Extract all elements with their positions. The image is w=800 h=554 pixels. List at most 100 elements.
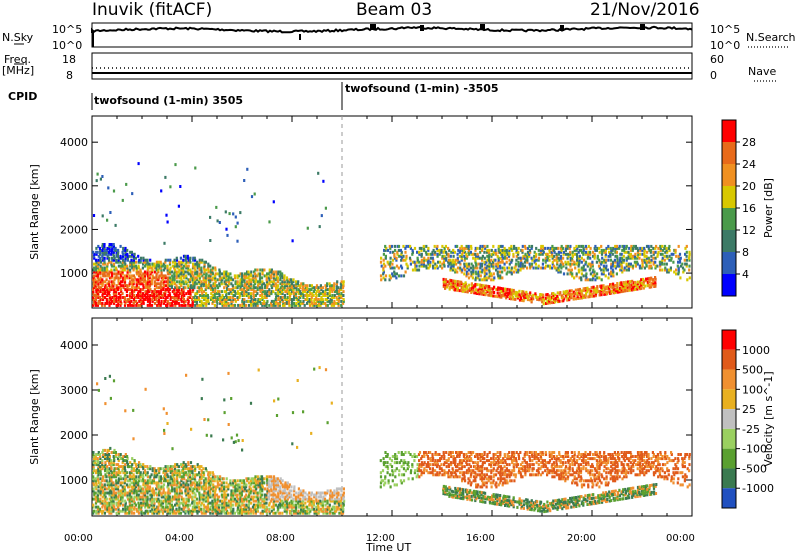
velocity-cell-452: [133, 477, 136, 481]
power-cell-2013: [420, 260, 423, 264]
power-cell-2018: [420, 246, 423, 250]
power-cell-153: [103, 246, 106, 250]
power-cell-3334: [577, 288, 580, 292]
power-cell-775: [171, 303, 174, 307]
power-cell-1621: [286, 284, 289, 288]
power-cell-1343: [245, 292, 248, 296]
velocity-cell-166: [106, 459, 109, 463]
power-cell-1178: [218, 292, 221, 296]
power-cell-1231: [225, 274, 228, 278]
velocity-cell-1052: [200, 477, 203, 481]
power-cell-2601: [573, 248, 576, 252]
velocity-cell-1051: [200, 481, 203, 485]
velocity-cell-630: [152, 479, 155, 483]
velocity-cell-524: [141, 497, 144, 501]
power-cell-2782: [616, 258, 619, 262]
power-cell-2216: [477, 272, 480, 276]
power-cell-1206: [223, 296, 226, 299]
power-cell-2491: [544, 252, 547, 256]
power-cell-2385: [513, 266, 516, 270]
power-cell-3316: [568, 293, 572, 296]
power-cell-2814: [623, 248, 626, 252]
power-cell-1130: [212, 296, 215, 299]
power-cell-3549: [216, 219, 219, 223]
velocity-cell-979: [191, 471, 194, 475]
power-cell-879: [182, 298, 185, 301]
power-cell-1170: [216, 278, 219, 282]
velocity-cell-32: [94, 497, 97, 501]
velocity-cell-690: [159, 475, 162, 479]
power-cell-3391: [602, 291, 605, 295]
power-cell-567: [146, 292, 149, 296]
power-cell-1463: [261, 268, 264, 272]
power-cell-371: [124, 254, 127, 258]
power-cell-1268: [232, 286, 235, 290]
velocity-cell-366: [123, 471, 126, 475]
power-cell-1998: [413, 246, 417, 250]
velocity-cell-302: [117, 463, 120, 467]
power-cell-452: [133, 276, 136, 280]
power-cell-2969: [669, 266, 672, 270]
power-cell-2714: [601, 256, 604, 260]
power-cell-2602: [573, 246, 576, 250]
velocity-cell-373: [124, 453, 127, 456]
power-cell-2970: [669, 258, 673, 262]
power-cell-2791: [619, 260, 622, 264]
velocity-cell-531: [142, 481, 145, 485]
power-ytick-label-3: 4000: [60, 136, 88, 149]
power-cell-848: [178, 268, 181, 272]
velocity-cell-495: [138, 471, 141, 475]
power-cell-1852: [335, 301, 338, 305]
velocity-cell-277: [114, 453, 118, 456]
power-cell-2409: [520, 266, 523, 270]
velocity-cell-680: [160, 501, 163, 505]
power-cell-3119: [480, 292, 483, 296]
velocity-cell-1207: [220, 499, 224, 503]
power-cell-2387: [512, 252, 515, 256]
velocity-cell-1191: [218, 505, 221, 509]
velocity-cell-613: [151, 479, 154, 483]
power-cell-1176: [218, 296, 221, 299]
power-cell-2231: [479, 250, 482, 254]
power-cell-2337: [499, 244, 502, 248]
power-cell-218: [111, 272, 114, 276]
power-cell-3257: [543, 298, 546, 302]
power-cell-1098: [206, 294, 209, 297]
power-cell-2988: [677, 256, 680, 260]
velocity-cell-133: [104, 491, 107, 495]
velocity-cell-1008: [196, 503, 199, 507]
velocity-cell-310: [119, 501, 122, 505]
power-cell-2670: [589, 262, 592, 266]
velocity-cell-1350: [243, 509, 246, 513]
power-cell-1766: [315, 298, 318, 301]
power-cell-1897: [379, 260, 383, 264]
power-cell-723: [164, 294, 167, 297]
velocity-cell-331: [121, 497, 124, 501]
power-cell-3014: [688, 264, 691, 268]
power-cell-2322: [496, 254, 499, 258]
power-cell-2787: [615, 244, 618, 248]
power-cell-1095: [207, 299, 210, 303]
velocity-cell-944: [189, 509, 192, 513]
power-cell-682: [160, 299, 163, 303]
velocity-cell-353: [124, 503, 127, 507]
power-cell-1960: [400, 266, 404, 270]
velocity-cell-1014: [196, 483, 199, 487]
power-cell-3143: [488, 288, 491, 292]
power-cell-1513: [270, 286, 274, 290]
power-cell-3056: [454, 288, 457, 292]
power-cell-2148: [461, 248, 464, 252]
power-cell-1020: [197, 296, 200, 299]
velocity-cell-411: [129, 473, 132, 477]
power-cell-740: [167, 290, 170, 294]
velocity-cell-158: [106, 483, 109, 487]
power-cell-2511: [550, 252, 554, 256]
velocity-cell-1214: [220, 481, 223, 485]
power-cell-2817: [625, 268, 628, 272]
velocity-cell-184: [107, 485, 111, 489]
velocity-cell-1158: [214, 503, 217, 507]
velocity-cell-824: [175, 491, 178, 495]
power-cell-2452: [530, 246, 533, 250]
power-cell-1949: [395, 258, 398, 262]
velocity-cell-1146: [212, 485, 215, 489]
